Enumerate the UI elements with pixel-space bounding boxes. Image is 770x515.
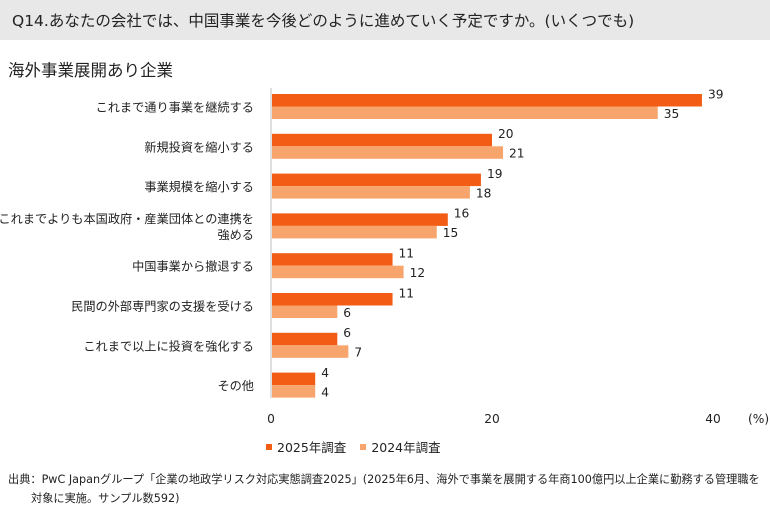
- bar-2024: [272, 305, 338, 318]
- bar-2025: [272, 213, 448, 226]
- source-line-2: 対象に実施。サンプル数592): [31, 492, 180, 505]
- value-label-2024: 15: [443, 226, 459, 240]
- value-label-2024: 18: [476, 186, 492, 200]
- bar-2024: [272, 146, 504, 159]
- value-label-2024: 4: [321, 385, 329, 399]
- value-label-2025: 11: [399, 246, 415, 260]
- x-tick-label: 0: [267, 412, 275, 426]
- category-label: これまで以上に投資を強化する: [83, 338, 254, 353]
- category-label: その他: [217, 379, 254, 393]
- bar-2025: [272, 133, 492, 147]
- bar-2025: [272, 253, 393, 266]
- value-label-2024: 35: [664, 107, 680, 121]
- category-label: 新規投資を縮小する: [144, 139, 254, 154]
- legend-swatch-2025: [266, 443, 272, 450]
- bar-2025: [272, 173, 481, 187]
- legend-item-2024: 2024年調査: [360, 437, 441, 456]
- bar-2024: [272, 225, 437, 239]
- category-label: 民間の外部専門家の支援を受ける: [71, 299, 254, 314]
- value-label-2025: 4: [321, 366, 329, 380]
- value-label-2025: 20: [498, 127, 514, 141]
- category-label: 強める: [217, 228, 254, 242]
- value-label-2024: 6: [343, 306, 351, 320]
- bar-2024: [272, 345, 349, 358]
- value-label-2025: 19: [487, 167, 503, 181]
- x-tick-label: 40: [705, 412, 721, 426]
- chart-subtitle: 海外事業展開あり企業: [8, 61, 173, 80]
- question-text: Q14.あなたの会社では、中国事業を今後どのように進めていく予定ですか。(いくつ…: [12, 12, 635, 30]
- legend-swatch-2024: [360, 443, 367, 450]
- question-header: Q14.あなたの会社では、中国事業を今後どのように進めていく予定ですか。(いくつ…: [0, 0, 770, 40]
- source-note: 出典：PwC Japanグループ「企業の地政学リスク対応実態調査2025」(20…: [8, 470, 764, 508]
- value-label-2024: 12: [410, 266, 426, 280]
- x-tick-label: 20: [484, 412, 500, 426]
- legend-label-2024: 2024年調査: [371, 440, 441, 455]
- bar-2024: [272, 265, 404, 279]
- chart-legend: 2025年調査 2024年調査: [266, 437, 455, 456]
- bar-2025: [272, 372, 316, 386]
- value-label-2024: 21: [509, 147, 525, 161]
- bar-2025: [272, 94, 702, 107]
- value-label-2025: 39: [708, 87, 724, 101]
- category-label: 事業規模を縮小する: [144, 179, 254, 194]
- bar-2025: [272, 332, 338, 346]
- legend-label-2025: 2025年調査: [277, 440, 347, 455]
- value-label-2025: 11: [399, 286, 415, 300]
- bar-2025: [272, 293, 393, 306]
- bar-2024: [272, 106, 658, 119]
- category-label: 中国事業から撤退する: [132, 259, 254, 274]
- legend-item-2025: 2025年調査: [266, 437, 346, 456]
- value-label-2025: 6: [343, 326, 351, 340]
- bar-2024: [272, 186, 470, 199]
- category-label: これまで通り事業を継続する: [96, 100, 254, 115]
- value-label-2024: 7: [354, 346, 362, 360]
- value-label-2025: 16: [454, 207, 470, 221]
- category-label: これまでよりも本国政府・産業団体との連携を: [0, 211, 254, 226]
- x-unit-label: (%): [748, 412, 769, 426]
- bar-2024: [272, 385, 316, 398]
- source-line-1: 出典：PwC Japanグループ「企業の地政学リスク対応実態調査2025」(20…: [8, 473, 760, 486]
